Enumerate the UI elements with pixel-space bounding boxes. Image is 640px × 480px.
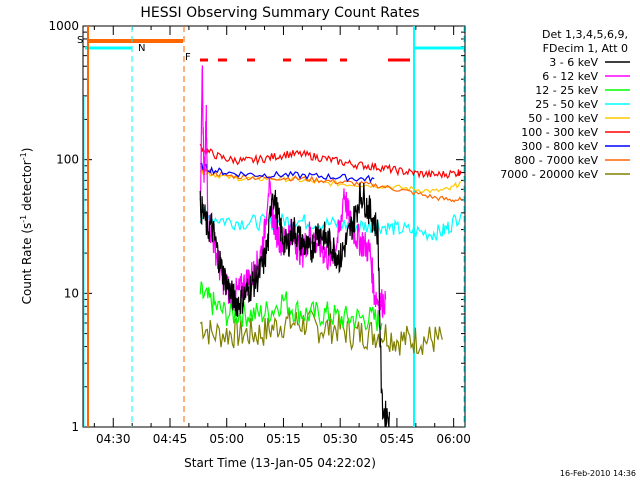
legend-entry-label: 50 - 100 keV [528, 112, 598, 125]
x-axis-label: Start Time (13-Jan-05 04:22:02) [184, 456, 376, 470]
legend-header: FDecim 1, Att 0 [543, 42, 628, 55]
flag-f-label: F [185, 52, 191, 63]
x-tick-label: 04:45 [153, 432, 188, 446]
axes-layer [82, 25, 466, 428]
y-axis-label-part: -1 [19, 152, 28, 160]
plot-frame [82, 25, 466, 428]
series-line-3-6keV [199, 182, 390, 428]
legend-header: Det 1,3,4,5,6,9, [542, 28, 628, 41]
y-tick-label: 1000 [48, 19, 79, 33]
chart-title: HESSI Observing Summary Count Rates [140, 5, 419, 21]
flag-n-label: N [138, 43, 145, 54]
x-tick-label: 04:30 [96, 432, 131, 446]
legend-entry-label: 25 - 50 keV [535, 98, 598, 111]
text-layer: 1 10 100 1000 04:30 04:45 05:00 05:15 05:30 05:45… [19, 5, 636, 478]
background-flags-layer [83, 26, 465, 427]
y-tick-label: 100 [56, 153, 79, 167]
series-line-12-25keV [199, 281, 383, 332]
y-axis-label-part: ) [20, 148, 34, 153]
legend-entry-label: 12 - 25 keV [535, 84, 598, 97]
x-tick-label: 05:30 [323, 432, 358, 446]
y-axis-label: Count Rate (s-1 detector-1) [19, 148, 34, 305]
series-line-50-100keV [199, 167, 462, 194]
series-line-7000-20000keV [199, 308, 443, 356]
legend-entry-label: 7000 - 20000 keV [500, 168, 598, 181]
x-tick-label: 06:00 [436, 432, 471, 446]
x-tick-label: 05:45 [380, 432, 415, 446]
legend-entry-label: 3 - 6 keV [549, 56, 598, 69]
series-line-100-300keV [199, 143, 462, 180]
series-layer [199, 65, 462, 428]
series-line-300-800keV [199, 162, 375, 184]
legend-entry-label: 6 - 12 keV [542, 70, 598, 83]
flag-s-label: S [77, 35, 83, 46]
x-tick-label: 05:00 [209, 432, 244, 446]
legend-entry-label: 800 - 7000 keV [514, 154, 598, 167]
legend-entry-label: 300 - 800 keV [521, 140, 598, 153]
legend-entry-label: 100 - 300 keV [521, 126, 598, 139]
y-tick-label: 1 [71, 420, 79, 434]
y-axis-label-part: Count Rate (s [20, 223, 34, 305]
y-axis-label-part: -1 [19, 215, 28, 223]
series-line-25-50keV [199, 206, 462, 242]
legend-layer: Det 1,3,4,5,6,9,FDecim 1, Att 03 - 6 keV… [500, 28, 630, 181]
y-tick-label: 10 [64, 286, 79, 300]
y-axis-label-part: detector [20, 160, 34, 215]
footer-timestamp: 16-Feb-2010 14:36 [560, 469, 636, 478]
x-tick-label: 05:15 [266, 432, 301, 446]
